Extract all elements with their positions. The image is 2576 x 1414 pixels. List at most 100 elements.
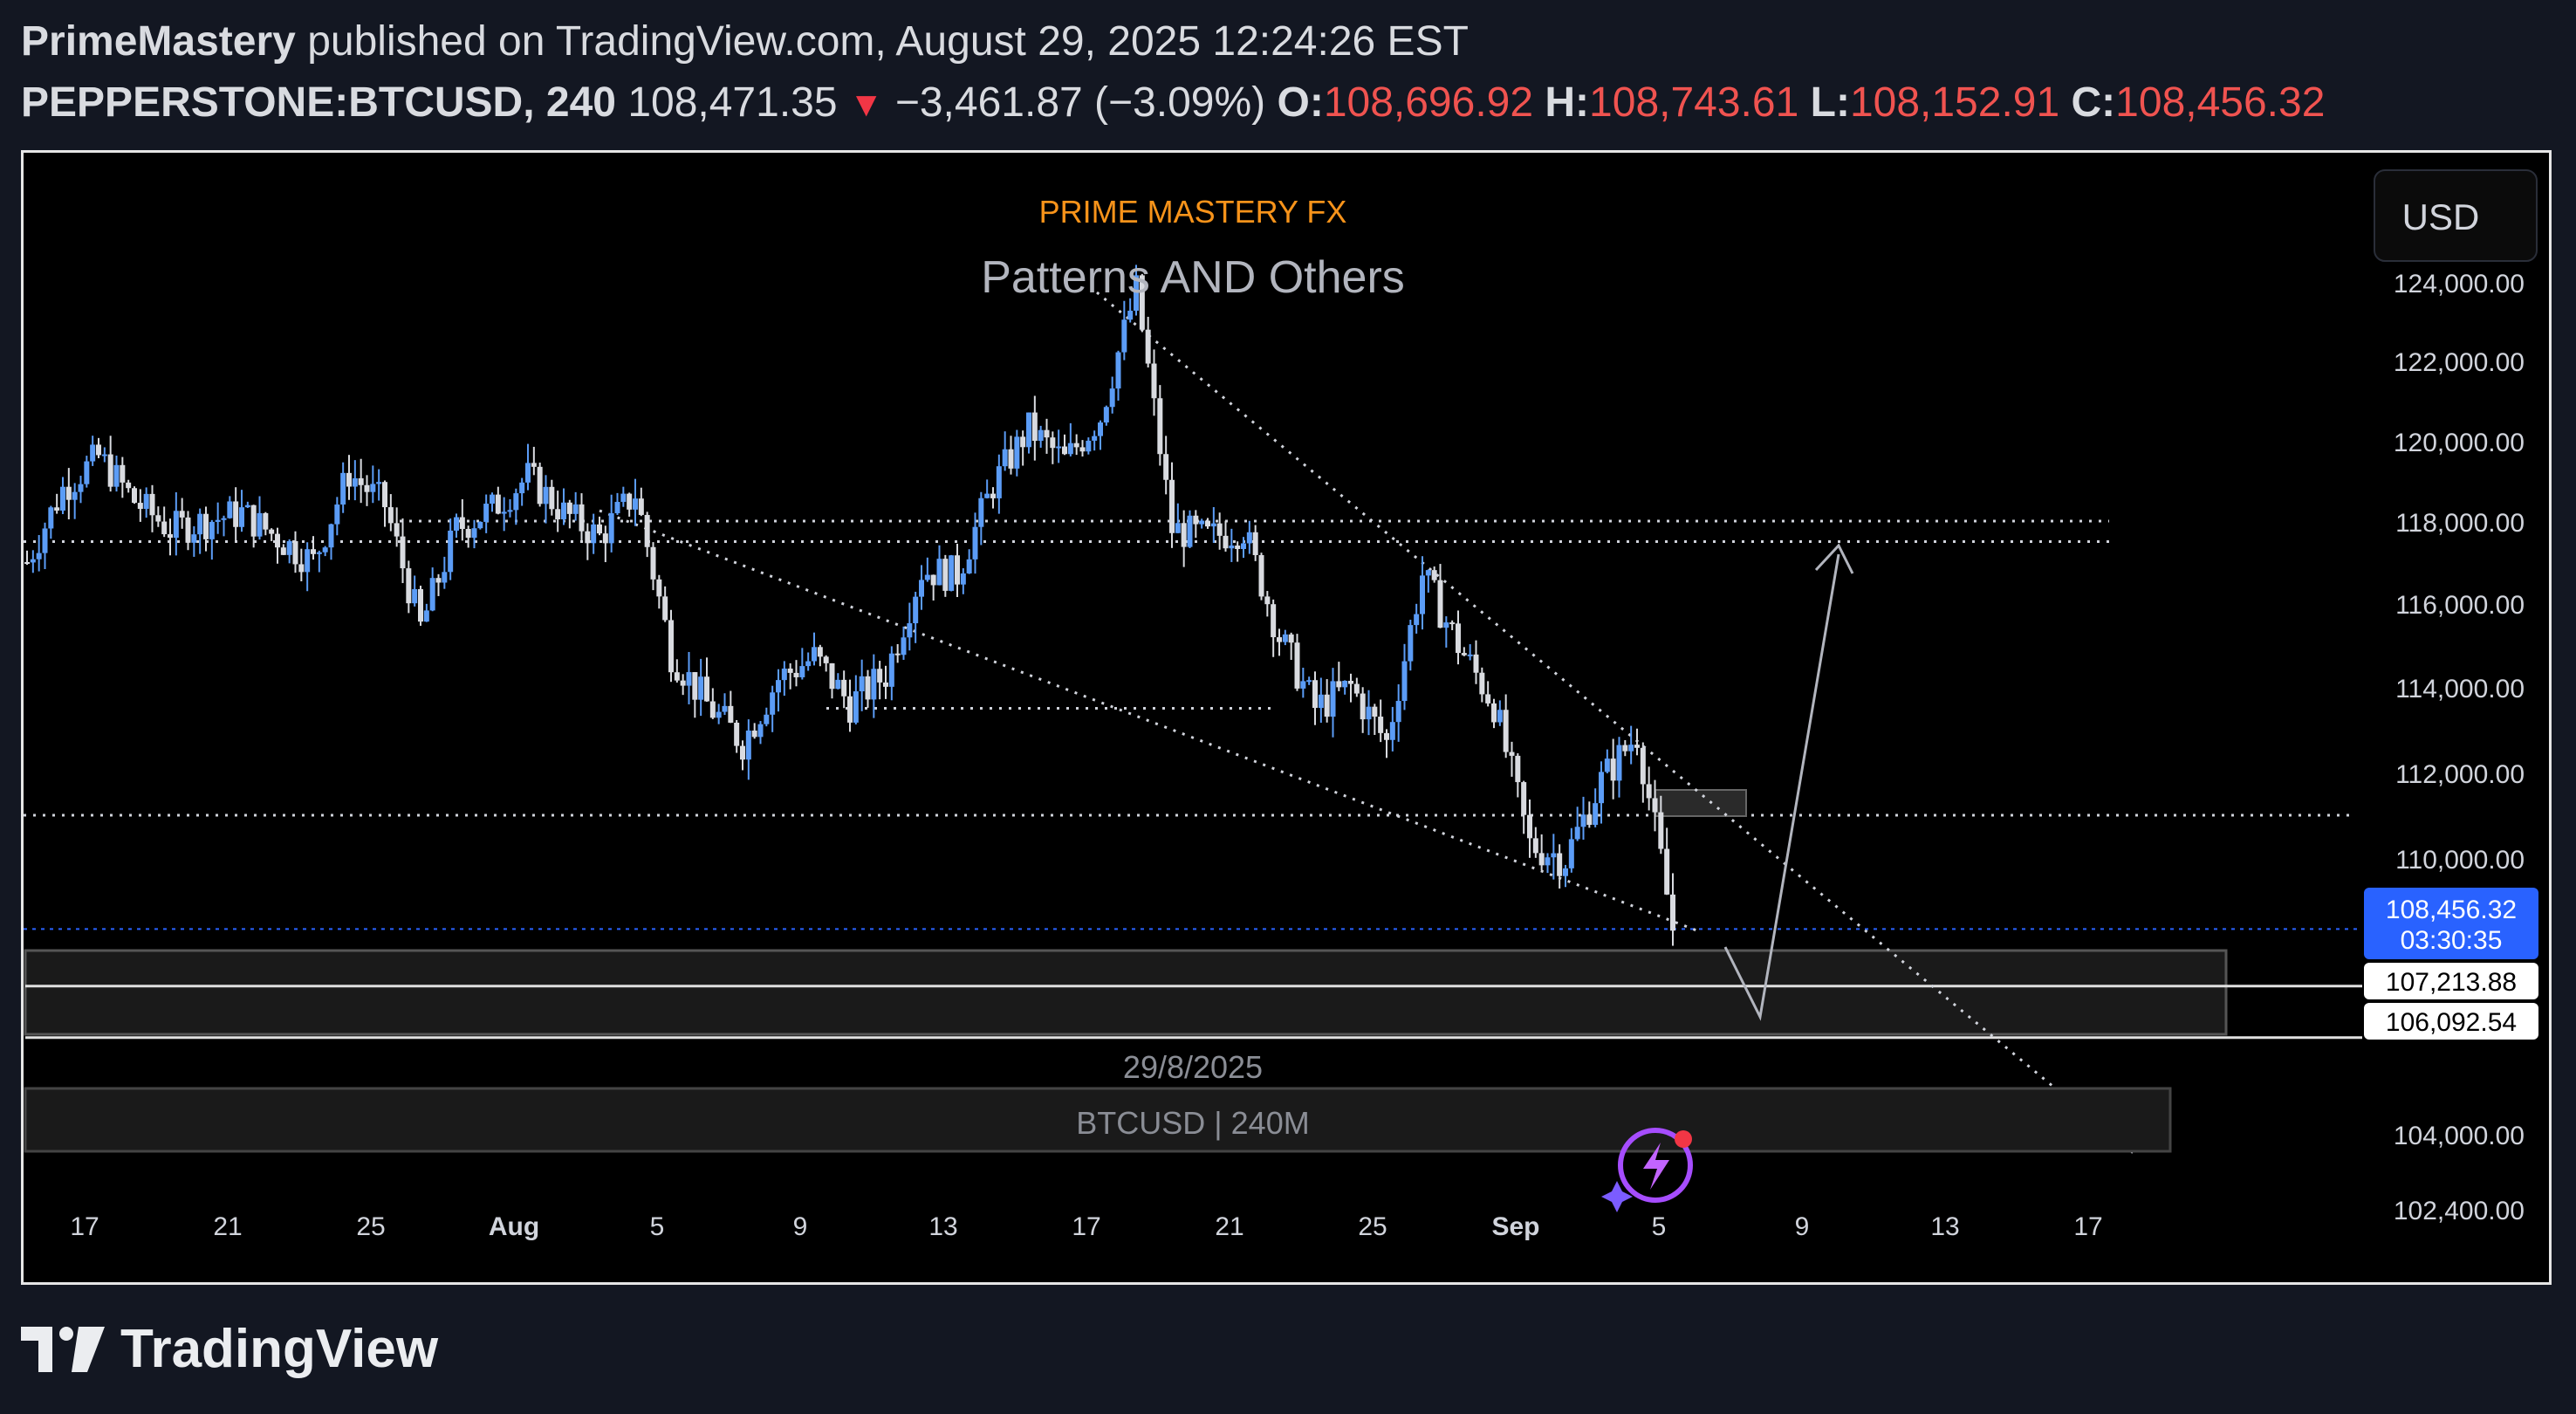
candle-body xyxy=(1056,446,1062,449)
symbol-name[interactable]: PEPPERSTONE:BTCUSD, 240 xyxy=(21,79,616,126)
candle-body xyxy=(1306,680,1312,683)
candle-body xyxy=(1336,681,1342,688)
candle-body xyxy=(406,568,412,604)
zone-bottom-price-tag: 106,092.54 xyxy=(2364,1003,2538,1040)
candle-body xyxy=(745,731,751,760)
x-tick-label: Sep xyxy=(1491,1212,1539,1241)
candle-body xyxy=(1628,745,1634,752)
candle-body xyxy=(370,484,376,492)
candle-body xyxy=(1557,853,1563,876)
candle-body xyxy=(483,504,490,522)
candle-body xyxy=(376,482,382,484)
candle-body xyxy=(698,676,704,700)
candle-body xyxy=(1634,745,1640,748)
currency-label: USD xyxy=(2402,196,2480,237)
candle-body xyxy=(901,637,907,656)
chart-frame[interactable]: PRIME MASTERY FX Patterns AND Others USD… xyxy=(21,150,2552,1285)
tradingview-logo-icon[interactable] xyxy=(21,1326,105,1372)
candle-body xyxy=(740,745,745,760)
candle-body xyxy=(1115,352,1121,389)
candle-body xyxy=(203,513,209,539)
candle-body xyxy=(1372,706,1378,717)
candle-body xyxy=(1515,755,1521,783)
y-tick-label: 112,000.00 xyxy=(2395,760,2525,789)
candle-body xyxy=(448,530,454,573)
x-tick-label: 5 xyxy=(650,1212,665,1241)
time-axis[interactable]: 17 21 25 Aug 5 9 13 17 21 25 Sep 5 9 13 17 xyxy=(70,1212,2102,1241)
candle-body xyxy=(364,484,370,492)
candle-body xyxy=(1121,319,1127,353)
candle-body xyxy=(799,666,805,677)
candle-body xyxy=(1163,454,1169,480)
price-axis[interactable]: 124,000.00 122,000.00 120,000.00 118,000.00… xyxy=(2394,270,2525,1225)
sparkle-lightning-icon[interactable] xyxy=(1601,1128,1693,1212)
candle-body xyxy=(1002,449,1008,467)
x-tick-label: 17 xyxy=(1072,1212,1100,1241)
candle-body xyxy=(1103,407,1109,423)
candle-body xyxy=(1151,363,1157,399)
candle-body xyxy=(543,486,549,505)
candle-body xyxy=(161,521,168,535)
candle-body xyxy=(1532,838,1538,854)
candle-body xyxy=(1366,706,1372,720)
candlestick-chart[interactable]: PRIME MASTERY FX Patterns AND Others USD… xyxy=(24,153,2549,1282)
candle-body xyxy=(1395,701,1401,723)
candle-body xyxy=(435,578,442,583)
candle-body xyxy=(1282,634,1288,642)
candle-body xyxy=(137,503,143,509)
candle-body xyxy=(1223,535,1229,549)
candle-body xyxy=(561,502,566,520)
currency-button[interactable]: USD xyxy=(2374,169,2538,262)
candle-body xyxy=(185,517,191,543)
candle-body xyxy=(1509,752,1515,756)
candle-body xyxy=(42,528,48,553)
candle-body xyxy=(1014,436,1020,469)
candle-body xyxy=(907,623,913,638)
y-tick-label: 122,000.00 xyxy=(2394,348,2525,377)
candle-body xyxy=(1073,443,1079,448)
candle-body xyxy=(1109,388,1115,408)
candle-body xyxy=(1157,398,1163,455)
candle-body xyxy=(72,491,78,500)
footer: TradingView xyxy=(21,1318,438,1380)
candle-body xyxy=(638,498,644,515)
candle-body xyxy=(955,555,960,585)
candle-body xyxy=(1050,437,1056,449)
candle-body xyxy=(298,564,305,573)
candle-body xyxy=(549,486,555,510)
candle-body xyxy=(1193,515,1199,525)
candle-body xyxy=(1181,523,1187,547)
candle-body xyxy=(101,454,107,456)
candle-body xyxy=(1342,681,1348,688)
candle-body xyxy=(143,493,149,509)
candle-body xyxy=(990,493,996,498)
candle-body xyxy=(495,494,501,514)
candle-body xyxy=(608,513,614,544)
candle-body xyxy=(1324,694,1330,717)
candle-body xyxy=(1408,625,1414,662)
candle-body xyxy=(966,559,972,573)
candle-body xyxy=(269,529,275,534)
y-tick-label: 116,000.00 xyxy=(2395,591,2525,620)
candle-body xyxy=(847,696,853,723)
author-name[interactable]: PrimeMastery xyxy=(21,18,296,65)
candle-body xyxy=(668,620,674,673)
candle-body xyxy=(1300,681,1306,689)
symbol-info: PEPPERSTONE:BTCUSD, 240 108,471.35 ▼ −3,… xyxy=(21,72,2325,136)
candle-body xyxy=(829,662,835,690)
candle-body xyxy=(1258,554,1264,597)
candle-body xyxy=(340,472,346,505)
high-label: H: xyxy=(1545,79,1590,126)
candle-body xyxy=(1599,772,1604,804)
candle-body xyxy=(1312,680,1318,709)
candle-body xyxy=(1264,596,1271,605)
candle-body xyxy=(894,653,901,656)
footer-brand[interactable]: TradingView xyxy=(120,1319,439,1379)
candle-body xyxy=(924,574,930,580)
candle-body xyxy=(978,498,984,527)
candle-body xyxy=(949,555,955,591)
candle-body xyxy=(770,692,776,715)
zone-bottom-value: 106,092.54 xyxy=(2386,1008,2517,1037)
candle-body xyxy=(877,669,883,683)
candle-body xyxy=(1134,275,1139,311)
